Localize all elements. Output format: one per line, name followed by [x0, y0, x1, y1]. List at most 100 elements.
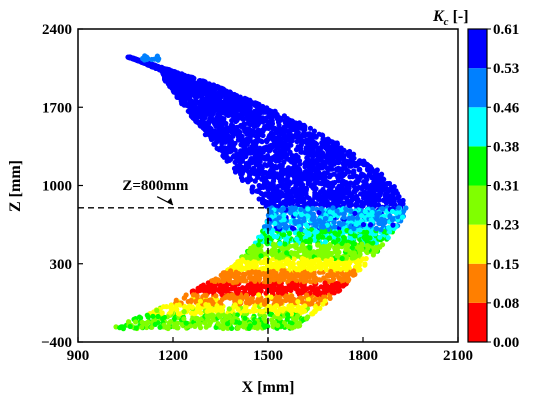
scatter-point: [341, 272, 348, 278]
scatter-point: [226, 104, 232, 110]
scatter-point: [192, 86, 198, 92]
scatter-point: [330, 183, 336, 189]
scatter-point: [320, 224, 326, 230]
scatter-point: [256, 104, 262, 110]
scatter-point: [253, 286, 260, 292]
scatter-point: [327, 209, 333, 215]
scatter-point: [252, 157, 258, 163]
scatter-point: [212, 286, 219, 292]
scatter-point: [303, 238, 309, 244]
scatter-point: [385, 235, 391, 241]
scatter-point: [241, 126, 247, 132]
scatter-point: [183, 102, 189, 108]
scatter-point: [186, 108, 193, 114]
scatter-point: [222, 295, 228, 301]
scatter-point: [334, 150, 340, 156]
scatter-point: [276, 122, 282, 128]
scatter-point: [340, 194, 346, 200]
scatter-point: [296, 120, 302, 126]
scatter-point: [176, 302, 182, 308]
scatter-point: [378, 227, 384, 233]
scatter-point: [284, 250, 290, 256]
scatter-point: [350, 272, 356, 278]
scatter-point: [260, 308, 266, 315]
scatter-point: [327, 250, 334, 257]
scatter-point: [181, 73, 188, 79]
scatter-point: [297, 233, 303, 239]
scatter-point: [299, 256, 305, 262]
scatter-point: [235, 163, 241, 169]
scatter-point: [301, 262, 307, 268]
scatter-point: [202, 113, 208, 119]
scatter-point: [181, 78, 187, 84]
scatter-point: [197, 78, 203, 84]
scatter-point: [317, 195, 324, 201]
scatter-point: [217, 106, 224, 112]
scatter-point: [234, 156, 240, 162]
scatter-point: [197, 325, 204, 331]
scatter-point: [212, 91, 218, 97]
scatter-point: [363, 199, 369, 205]
scatter-point: [299, 299, 305, 305]
scatter-point: [232, 108, 238, 114]
scatter-point: [345, 242, 351, 248]
scatter-point: [330, 200, 336, 207]
scatter-point: [230, 123, 236, 129]
scatter-point: [225, 273, 231, 279]
scatter-point: [306, 133, 312, 139]
scatter-point: [244, 284, 250, 291]
scatter-point: [166, 81, 173, 87]
scatter-point: [286, 127, 292, 134]
scatter-point: [275, 183, 281, 190]
scatter-point: [218, 132, 224, 139]
scatter-point: [341, 161, 347, 167]
scatter-point: [281, 113, 287, 119]
scatter-point: [307, 167, 313, 173]
scatter-point: [223, 136, 229, 142]
scatter-point: [389, 187, 395, 194]
scatter-point: [237, 129, 243, 135]
scatter-point: [192, 323, 198, 329]
scatter-point: [302, 228, 308, 234]
scatter-point: [349, 245, 355, 251]
scatter-point: [260, 155, 266, 161]
scatter-point: [315, 234, 322, 241]
scatter-point: [174, 307, 180, 313]
scatter-point: [269, 248, 275, 254]
scatter-point: [307, 125, 313, 131]
scatter-point: [261, 322, 267, 328]
scatter-point: [175, 325, 181, 331]
scatter-point: [278, 189, 284, 195]
scatter-point: [264, 105, 270, 111]
scatter-point: [312, 167, 318, 173]
scatter-point: [313, 221, 319, 227]
scatter-point: [309, 142, 315, 148]
scatter-point: [290, 119, 297, 125]
scatter-point: [363, 256, 369, 262]
scatter-point: [299, 171, 305, 177]
scatter-point: [305, 213, 311, 219]
scatter-point: [285, 165, 292, 171]
scatter-point: [293, 164, 299, 170]
scatter-point: [278, 126, 285, 132]
scatter-point: [269, 196, 275, 202]
scatter-point: [238, 266, 244, 273]
scatter-point: [367, 222, 374, 228]
scatter-point: [234, 290, 241, 296]
scatter-point: [332, 196, 338, 203]
scatter-point: [296, 144, 302, 150]
scatter-point: [355, 197, 361, 203]
scatter-point: [390, 222, 396, 228]
scatter-point: [357, 267, 363, 273]
scatter-point: [295, 154, 301, 160]
scatter-point: [347, 148, 353, 155]
scatter-point: [268, 167, 274, 173]
scatter-point: [254, 298, 261, 304]
scatter-point: [159, 310, 165, 316]
scatter-point: [343, 206, 349, 212]
scatter-point: [241, 147, 247, 153]
scatter-point: [338, 221, 344, 228]
scatter-point: [341, 236, 347, 242]
scatter-point: [330, 205, 336, 211]
